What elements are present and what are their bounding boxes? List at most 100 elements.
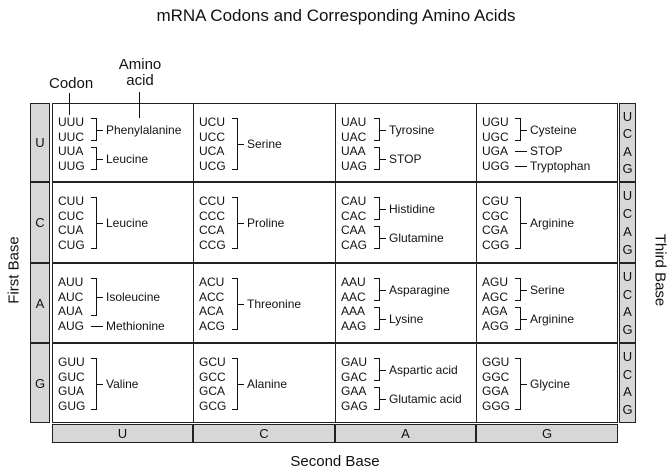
amino-acid-name: Alanine: [247, 377, 288, 391]
bracket-connector: [380, 289, 386, 291]
codon-text: AAG: [341, 318, 367, 333]
amino-acid-name: Glutamine: [389, 230, 444, 245]
codon-text: UUU: [58, 115, 84, 129]
codon-text: GUA: [58, 384, 85, 398]
row-divider: [52, 262, 618, 264]
bracket-connector: [521, 151, 527, 153]
codon-text: GUU: [58, 355, 85, 369]
bracket: [232, 197, 238, 249]
codon-text: GAA: [341, 384, 367, 398]
codon-text: CUA: [58, 223, 84, 237]
codon-text: GCC: [199, 369, 226, 384]
amino-acid-pointer-line: [139, 92, 140, 118]
amino-acid-name: Asparagine: [389, 282, 450, 297]
bracket: [515, 358, 521, 410]
codon-text: AGG: [482, 318, 509, 333]
bracket-connector: [380, 398, 386, 400]
bracket-connector: [380, 129, 386, 131]
codon-text: GUG: [58, 398, 86, 413]
bracket: [515, 118, 521, 141]
amino-acid-label: Amino acid: [110, 57, 170, 89]
third-base-letter: U: [622, 268, 633, 284]
codon-text: UGU: [482, 115, 509, 129]
third-base-letter: C: [622, 206, 633, 221]
amino-acid-name: STOP: [530, 144, 563, 159]
codon-text: ACC: [199, 289, 225, 304]
amino-acid-name: Arginine: [530, 311, 575, 326]
amino-acid-label-line2: acid: [126, 72, 154, 89]
codon-text: UCG: [199, 158, 226, 173]
codon-text: AUG: [58, 318, 85, 333]
second-base-cell: A: [335, 424, 476, 443]
codon-text: UGC: [482, 129, 509, 144]
bracket-connector: [238, 384, 244, 385]
codon-text: GCU: [199, 355, 226, 369]
third-base-letter: A: [623, 384, 632, 400]
first-base-cell: C: [30, 182, 50, 263]
codon-text: GAC: [341, 369, 368, 384]
codon-text: GAG: [341, 398, 368, 413]
codon-text: UGA: [482, 144, 509, 158]
amino-acid-name: STOP: [389, 151, 422, 166]
amino-acid-name: Tyrosine: [389, 122, 435, 137]
codon-text: CCG: [199, 237, 226, 252]
amino-acid-name: Tryptophan: [530, 158, 591, 173]
codon-text: GGG: [482, 398, 511, 413]
codon-text: GUC: [58, 369, 85, 384]
bracket: [374, 118, 380, 141]
codon-text: CAC: [341, 208, 367, 223]
bracket-connector: [380, 208, 386, 210]
codon-text: AGC: [482, 289, 509, 304]
codon-text: CAA: [341, 223, 366, 237]
amino-acid-name: Glutamic acid: [389, 391, 462, 406]
bracket-connector: [521, 318, 527, 320]
third-base-letter: C: [622, 366, 633, 382]
bracket: [374, 147, 380, 170]
codon-text: CCA: [199, 223, 225, 237]
second-base-cell: C: [193, 424, 335, 443]
codon-text: AGA: [482, 304, 508, 318]
bracket-connector: [97, 158, 103, 160]
bracket-connector: [238, 144, 244, 145]
codon-text: CGG: [482, 237, 510, 252]
third-base-letter: C: [622, 126, 633, 142]
amino-acid-name: Lysine: [389, 311, 424, 326]
bracket: [374, 387, 380, 410]
bracket: [91, 278, 97, 316]
third-base-letter: G: [622, 242, 633, 257]
amino-acid-name: Glycine: [530, 377, 571, 391]
page-title: mRNA Codons and Corresponding Amino Acid…: [156, 6, 516, 25]
first-base-cell: A: [30, 263, 50, 343]
codon-text: UCC: [199, 129, 225, 144]
codon-text: GGU: [482, 355, 510, 369]
codon-text: CAU: [341, 194, 367, 208]
amino-acid-name: Serine: [247, 137, 282, 151]
codon-text: ACA: [199, 304, 224, 318]
codon-text: CUC: [58, 208, 84, 223]
bracket: [232, 358, 238, 410]
codon-text: GCG: [199, 398, 227, 413]
bracket: [515, 307, 521, 330]
bracket: [374, 226, 380, 249]
codon-text: ACG: [199, 318, 226, 333]
bracket-connector: [97, 296, 103, 298]
codon-text: CUG: [58, 237, 85, 252]
codon-text: UGG: [482, 158, 510, 173]
bracket-connector: [238, 304, 244, 305]
first-base-cell: U: [30, 103, 50, 182]
bracket-connector: [521, 384, 527, 385]
amino-acid-name: Leucine: [106, 151, 149, 166]
codon-text: AUC: [58, 289, 84, 304]
codon-text: GAU: [341, 355, 368, 369]
codon-text: CCC: [199, 208, 225, 223]
codon-text: AAC: [341, 289, 366, 304]
bracket-connector: [521, 129, 527, 131]
third-base-letter: G: [622, 322, 633, 338]
row-divider: [52, 181, 618, 183]
codon-text: UAG: [341, 158, 368, 173]
bracket-connector: [380, 318, 386, 320]
second-base-cell: G: [476, 424, 618, 443]
bracket: [232, 118, 238, 170]
